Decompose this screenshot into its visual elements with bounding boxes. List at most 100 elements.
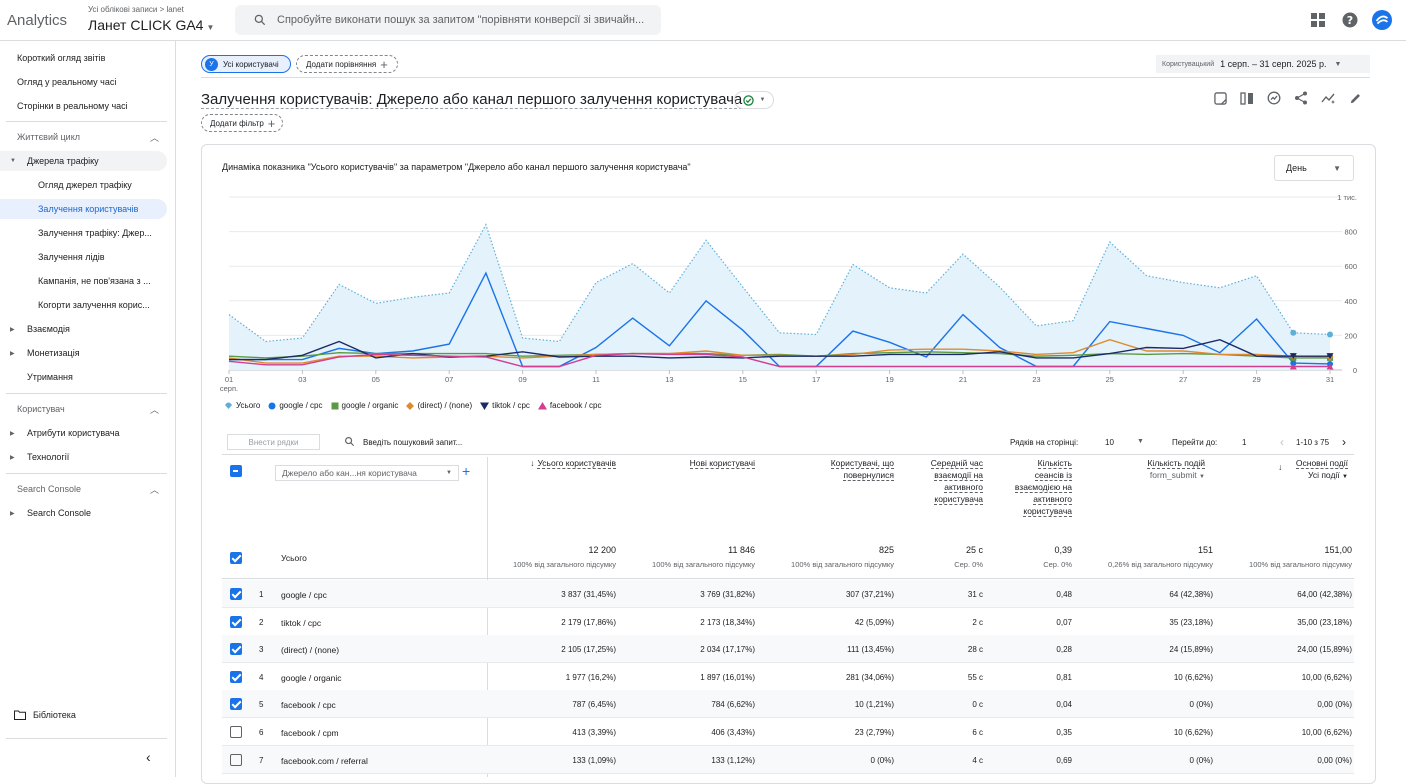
row-cell: 133 (1,12%) — [711, 755, 755, 765]
sidebar-item-traffic-overview[interactable]: Огляд джерел трафіку — [0, 175, 167, 195]
sidebar-section-lifecycle[interactable]: Життєвий цикл ︿ — [0, 127, 167, 147]
search-bar[interactable]: Спробуйте виконати пошук за запитом "пор… — [235, 5, 661, 35]
insert-rows-button[interactable]: Внести рядки — [227, 434, 320, 450]
next-page-icon[interactable]: › — [1342, 435, 1346, 449]
caret-down-icon[interactable]: ▼ — [1137, 438, 1144, 445]
sidebar-item-library[interactable]: Бібліотека — [0, 705, 167, 725]
sidebar-section-user[interactable]: Користувач ︿ — [0, 399, 167, 419]
row-checkbox[interactable] — [230, 615, 242, 628]
add-filter-button[interactable]: Додати фільтр + — [201, 114, 283, 132]
legend-item[interactable]: tiktok / cpc — [480, 401, 530, 410]
sidebar-item-traffic-acquisition[interactable]: Залучення трафіку: Джер... — [0, 223, 167, 243]
legend-label: tiktok / cpc — [492, 401, 530, 410]
chevron-up-icon: ︿ — [149, 404, 159, 415]
total-value: 151 — [1197, 545, 1213, 555]
edit-pencil-icon[interactable] — [1347, 90, 1363, 106]
row-checkbox[interactable] — [230, 753, 242, 766]
share-icon[interactable] — [1293, 90, 1309, 106]
sidebar-item-user-attributes[interactable]: ▶ Атрибути користувача — [0, 423, 167, 443]
row-cell: 4 с — [972, 755, 983, 765]
table-row[interactable]: 4 google / organic 1 977 (16,2%) 1 897 (16,… — [222, 663, 1354, 691]
collapse-sidebar-icon[interactable]: ‹ — [146, 749, 151, 765]
legend-item[interactable]: (direct) / (none) — [406, 401, 472, 410]
key-event-filter-value[interactable]: Усі події — [1307, 470, 1340, 480]
time-granularity-select[interactable]: День ▼ — [1274, 155, 1354, 181]
col-header-event-count[interactable]: Кількість подій form_submit ▼ — [1102, 457, 1205, 483]
table-row[interactable]: 1 google / cpc 3 837 (31,45%) 3 769 (31,82%… — [222, 580, 1354, 608]
date-range-picker[interactable]: Користувацький 1 серп. – 31 серп. 2025 р.… — [1156, 55, 1370, 73]
segment-avatar: У — [205, 57, 218, 71]
rows-per-page-select[interactable]: 10 — [1105, 438, 1114, 447]
caret-down-icon[interactable]: ▼ — [1199, 474, 1205, 480]
sidebar-item-monetization[interactable]: ▶ Монетизація — [0, 343, 167, 363]
account-avatar-icon[interactable] — [1372, 10, 1392, 30]
dimension-select[interactable]: Джерело або кан...ня користувача ▼ — [275, 465, 459, 481]
legend-item[interactable]: facebook / cpc — [537, 401, 602, 410]
sidebar-item-traffic-sources[interactable]: ▼ Джерела трафіку — [0, 151, 167, 171]
row-cell: 413 (3,39%) — [572, 728, 616, 737]
prev-page-icon[interactable]: ‹ — [1280, 435, 1284, 449]
table-search-input[interactable]: Введіть пошуковий запит... — [363, 438, 463, 447]
col-header-returning-users[interactable]: Користувачі, що повернулися — [812, 457, 894, 481]
table-row[interactable]: 2 tiktok / cpc 2 179 (17,86%) 2 173 (18,34%… — [222, 608, 1354, 636]
sidebar-item-lead-acquisition[interactable]: Залучення лідів — [0, 247, 167, 267]
table-row[interactable]: 5 facebook / cpc 787 (6,45%) 784 (6,62%) 10 … — [222, 690, 1354, 719]
row-cell: 31 с — [967, 590, 983, 599]
add-comparison-button[interactable]: Додати порівняння + — [296, 55, 398, 73]
legend-item[interactable]: google / organic — [331, 401, 398, 410]
row-checkbox[interactable] — [230, 726, 242, 738]
series-marker — [1289, 353, 1297, 360]
row-cell: 24,00 (15,89%) — [1297, 645, 1352, 655]
row-cell: 10 (6,62%) — [1173, 728, 1213, 737]
col-header-avg-engagement[interactable]: Середній час взаємодії на активного кори… — [920, 457, 983, 505]
sidebar-item-label: Залучення користувачів — [38, 204, 139, 214]
add-dimension-icon[interactable]: + — [462, 463, 471, 479]
row-checkbox[interactable] — [230, 698, 242, 711]
row-cell: 0,07 — [1056, 617, 1072, 627]
col-header-key-events[interactable]: ↓ Основні події Усі події ▼ — [1262, 457, 1348, 483]
sidebar-item-retention[interactable]: Утримання — [0, 367, 167, 387]
sidebar-item-user-acquisition[interactable]: Залучення користувачів — [0, 199, 167, 219]
insights-icon[interactable] — [1266, 90, 1282, 106]
col-header-engaged-sessions[interactable]: Кількість сеансів із взаємодією на актив… — [1007, 457, 1072, 517]
goto-input[interactable]: 1 — [1242, 438, 1247, 447]
col-header-new-users[interactable]: Нові користувачі — [652, 457, 755, 469]
sidebar-item-search-console[interactable]: ▶ Search Console — [0, 503, 167, 523]
sidebar-item-engagement[interactable]: ▶ Взаємодія — [0, 319, 167, 339]
row-dimension-value: tiktok / cpc — [281, 617, 322, 628]
table-row[interactable]: 7 facebook.com / referral 133 (1,09%) 133 (… — [222, 745, 1354, 774]
caret-down-icon[interactable]: ▼ — [1342, 474, 1348, 480]
sidebar-item-realtime-pages[interactable]: Сторінки в реальному часі — [0, 96, 167, 116]
table-row[interactable]: 3 (direct) / (none) 2 105 (17,25%) 2 034 (1… — [222, 635, 1354, 664]
all-users-chip[interactable]: У Усі користувачі — [201, 55, 291, 73]
row-cell: 0 (0%) — [1189, 755, 1213, 765]
totals-checkbox[interactable] — [230, 552, 242, 564]
legend-item[interactable]: Усього — [224, 401, 260, 410]
account-breadcrumb[interactable]: Усі облікові записи > lanet — [88, 5, 184, 14]
sidebar-item-non-google-campaign[interactable]: Кампанія, не пов'язана з ... — [0, 271, 167, 291]
sidebar-item-reports-snapshot[interactable]: Короткий огляд звітів — [0, 48, 167, 68]
analytics-logo[interactable]: Analytics — [7, 12, 68, 29]
apps-grid-icon[interactable] — [1308, 10, 1328, 30]
table-row[interactable]: 6 facebook / cpm 413 (3,39%) 406 (3,43%) 23 … — [222, 718, 1354, 746]
col-header-total-users[interactable]: ↓ Усього користувачів — [500, 457, 616, 469]
sidebar-item-tech[interactable]: ▶ Технології — [0, 447, 167, 467]
row-checkbox[interactable] — [230, 643, 242, 656]
sidebar-item-realtime-overview[interactable]: Огляд у реальному часі — [0, 72, 167, 92]
row-checkbox[interactable] — [230, 588, 242, 600]
row-cell: 10 (1,21%) — [854, 700, 894, 710]
property-selector[interactable]: Ланет CLICK GA4 ▼ — [88, 17, 214, 33]
customize-report-icon[interactable] — [1212, 90, 1228, 106]
row-checkbox[interactable] — [230, 670, 242, 683]
row-cell: 55 с — [967, 672, 983, 682]
sidebar-item-acquisition-cohorts[interactable]: Когорти залучення корис... — [0, 295, 167, 315]
legend-item[interactable]: google / cpc — [268, 401, 323, 410]
compare-columns-icon[interactable] — [1239, 90, 1255, 106]
help-icon[interactable]: ? — [1340, 10, 1360, 30]
plus-icon: + — [380, 56, 388, 72]
report-status-badge[interactable]: ▼ — [734, 91, 774, 109]
select-all-checkbox[interactable] — [230, 465, 242, 477]
trend-sparkle-icon[interactable] — [1320, 90, 1336, 106]
event-filter-value[interactable]: form_submit — [1149, 470, 1197, 480]
sidebar-section-search-console[interactable]: Search Console ︿ — [0, 479, 167, 499]
